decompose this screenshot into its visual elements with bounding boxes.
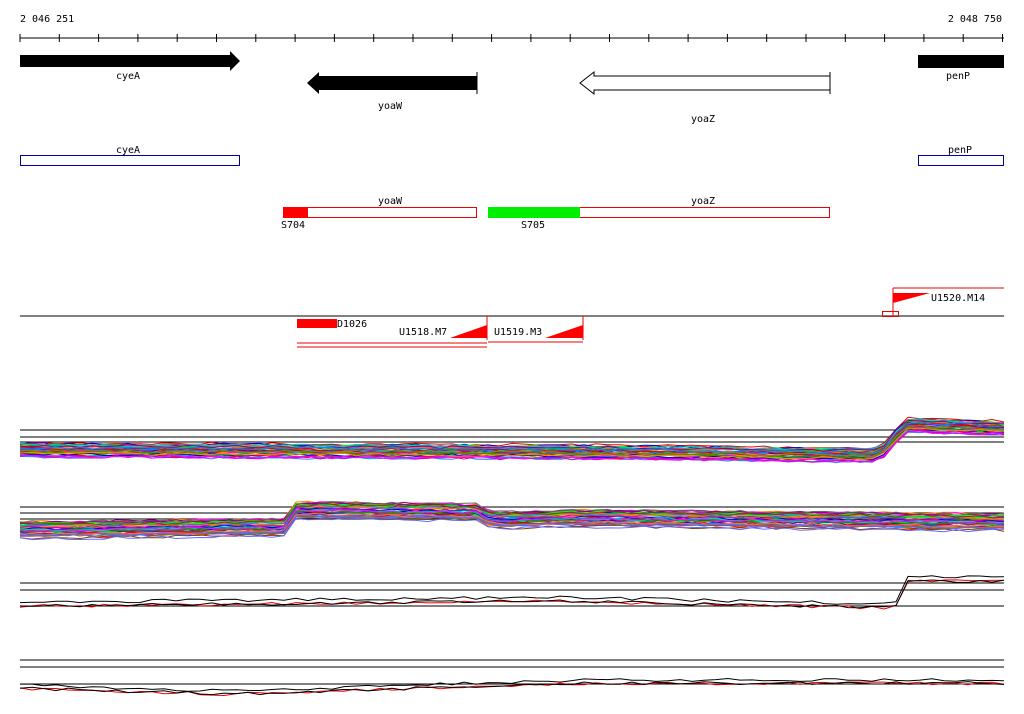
profile-line	[19, 517, 1005, 541]
segment-mark	[882, 311, 899, 317]
gene-label: cyeA	[116, 71, 140, 82]
profile-line	[20, 677, 1005, 692]
transcript-label: yoaW	[378, 196, 403, 207]
transcript-box	[283, 207, 477, 218]
start-coord: 2 046 251	[20, 14, 74, 25]
segment-flag	[450, 325, 487, 338]
profile-line	[19, 419, 1005, 452]
segment-label: D1026	[337, 319, 367, 330]
profile-line	[19, 514, 1005, 537]
profile-line	[19, 503, 1005, 527]
profile-line	[19, 509, 1005, 532]
gene-arrow	[20, 51, 240, 71]
cds-box	[20, 155, 240, 166]
profile-line	[19, 424, 1005, 458]
profile-line	[19, 430, 1005, 463]
segment-label: U1518.M7	[399, 327, 447, 338]
profile-line	[19, 424, 1005, 457]
gene-arrow	[307, 72, 477, 94]
profile-line	[19, 579, 1005, 609]
segment-flag	[893, 293, 930, 303]
gene-label: penP	[946, 71, 970, 82]
segment-box	[297, 319, 337, 328]
profile-line	[19, 681, 1005, 696]
profile-line	[19, 503, 1005, 526]
gene-arrow	[918, 55, 1004, 68]
segment-label: U1519.M3	[494, 327, 542, 338]
profile-line	[19, 575, 1005, 605]
end-coord: 2 048 750	[948, 14, 1002, 25]
cds-label: penP	[948, 145, 972, 156]
profile-line	[19, 416, 1005, 450]
profile-line	[19, 501, 1005, 524]
transcript-label: yoaZ	[691, 196, 715, 207]
segment-label: U1520.M14	[931, 293, 985, 304]
cds-box	[918, 155, 1004, 166]
site-box	[283, 207, 308, 218]
gene-label: yoaW	[378, 101, 403, 112]
expression-profiles	[19, 416, 1005, 697]
profile-line	[19, 426, 1005, 458]
ruler: 2 046 251 2 048 750	[19, 14, 1004, 42]
segment-flag	[545, 325, 583, 338]
gene-arrow	[579, 70, 831, 96]
profile-line	[19, 421, 1005, 455]
cds-label: cyeA	[116, 145, 140, 156]
site-box	[488, 207, 580, 218]
site-label: S705	[521, 220, 545, 231]
profile-line	[19, 427, 1005, 460]
site-label: S704	[281, 220, 305, 231]
gene-label: yoaZ	[691, 114, 715, 125]
